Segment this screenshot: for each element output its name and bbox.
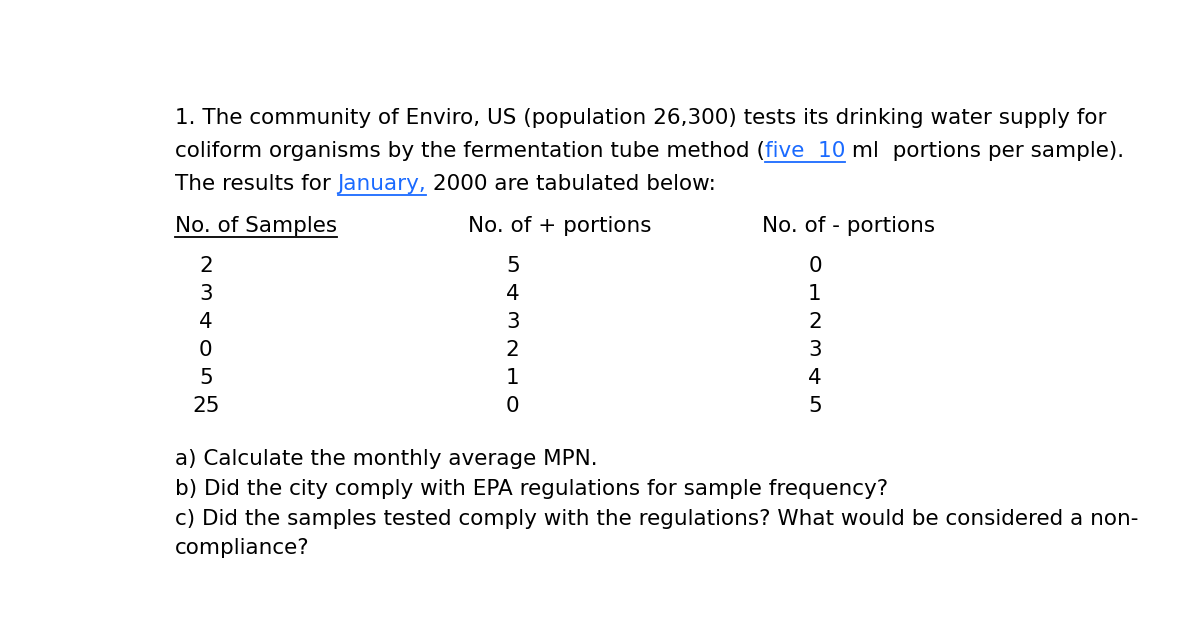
Text: 2: 2	[506, 340, 520, 360]
Text: 0: 0	[506, 396, 520, 416]
Text: 25: 25	[192, 396, 220, 416]
Text: The results for: The results for	[175, 174, 337, 194]
Text: coliform organisms by the fermentation tube method (: coliform organisms by the fermentation t…	[175, 141, 764, 161]
Text: five  10: five 10	[764, 141, 845, 161]
Text: compliance?: compliance?	[175, 538, 310, 558]
Text: 4: 4	[199, 312, 212, 332]
Text: 0: 0	[808, 256, 822, 276]
Text: 1. The community of Enviro, US (population 26,300) tests its drinking water supp: 1. The community of Enviro, US (populati…	[175, 108, 1106, 128]
Text: 5: 5	[506, 256, 520, 276]
Text: 2000 are tabulated below:: 2000 are tabulated below:	[426, 174, 716, 194]
Text: No. of + portions: No. of + portions	[468, 216, 652, 236]
Text: 1: 1	[808, 284, 822, 304]
Text: 0: 0	[199, 340, 212, 360]
Text: 1: 1	[506, 368, 520, 388]
Text: 2: 2	[199, 256, 212, 276]
Text: 5: 5	[199, 368, 212, 388]
Text: ml  portions per sample).: ml portions per sample).	[845, 141, 1124, 161]
Text: b) Did the city comply with EPA regulations for sample frequency?: b) Did the city comply with EPA regulati…	[175, 479, 888, 499]
Text: 4: 4	[808, 368, 822, 388]
Text: 3: 3	[199, 284, 212, 304]
Text: a) Calculate the monthly average MPN.: a) Calculate the monthly average MPN.	[175, 449, 598, 469]
Text: 4: 4	[506, 284, 520, 304]
Text: 3: 3	[808, 340, 822, 360]
Text: 2: 2	[808, 312, 822, 332]
Text: 3: 3	[506, 312, 520, 332]
Text: 5: 5	[808, 396, 822, 416]
Text: c) Did the samples tested comply with the regulations? What would be considered : c) Did the samples tested comply with th…	[175, 509, 1138, 529]
Text: No. of Samples: No. of Samples	[175, 216, 337, 236]
Text: No. of - portions: No. of - portions	[762, 216, 935, 236]
Text: January,: January,	[337, 174, 426, 194]
